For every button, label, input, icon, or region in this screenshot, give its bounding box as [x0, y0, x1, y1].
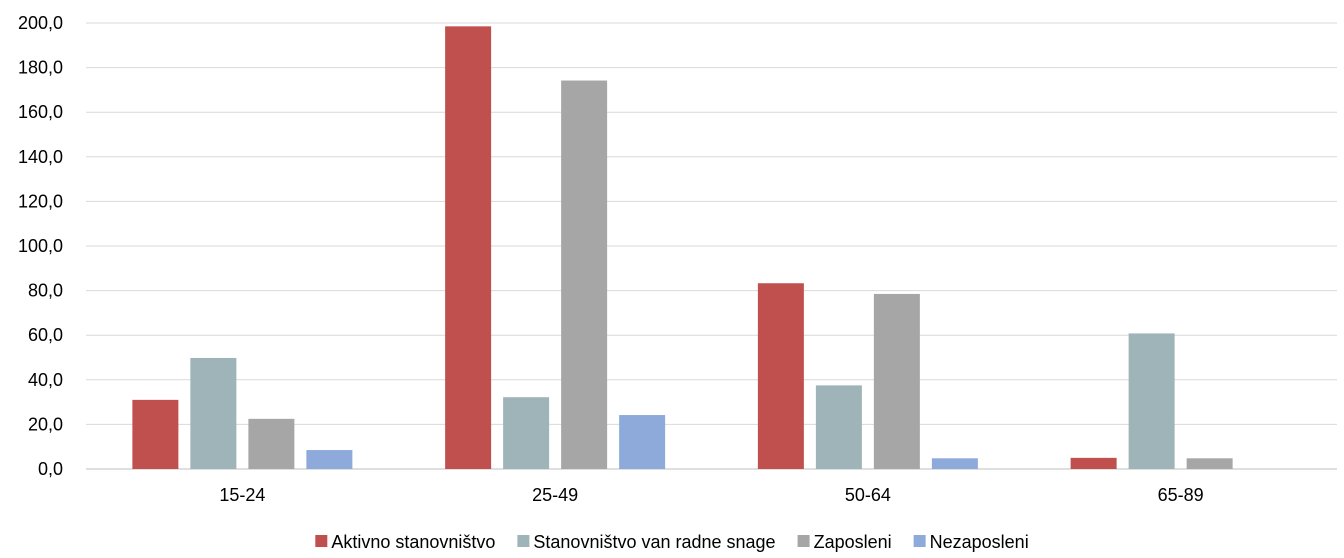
y-tick-label: 0,0: [38, 459, 63, 479]
bar-aktivno-stanovni-tvo-50-64: [757, 283, 804, 469]
legend-swatch: [797, 535, 810, 547]
bar-aktivno-stanovni-tvo-65-89: [1070, 457, 1117, 469]
bar-stanovni-tvo-van-radne-snage-15-24: [190, 357, 237, 469]
legend-swatch: [315, 535, 328, 547]
bar-stanovni-tvo-van-radne-snage-65-89: [1128, 333, 1175, 469]
x-tick-label: 25-49: [532, 485, 578, 505]
bar-stanovni-tvo-van-radne-snage-25-49: [503, 397, 550, 469]
bar-nezaposleni-15-24: [306, 450, 353, 469]
legend-label: Aktivno stanovništvo: [331, 532, 495, 552]
legend-swatch: [517, 535, 530, 547]
y-tick-label: 200,0: [18, 13, 63, 33]
legend-label: Nezaposleni: [930, 532, 1029, 552]
y-tick-label: 180,0: [18, 58, 63, 78]
y-tick-label: 140,0: [18, 147, 63, 167]
bar-zaposleni-50-64: [873, 293, 920, 469]
bar-zaposleni-25-49: [561, 80, 608, 469]
bar-aktivno-stanovni-tvo-15-24: [132, 399, 179, 469]
x-tick-label: 65-89: [1158, 485, 1204, 505]
bar-nezaposleni-25-49: [619, 415, 666, 469]
bar-zaposleni-65-89: [1186, 458, 1233, 469]
y-tick-label: 160,0: [18, 102, 63, 122]
bar-stanovni-tvo-van-radne-snage-50-64: [815, 385, 862, 469]
y-axis-tick-labels: 0,0 20,0 40,0 60,0 80,0 100,0 120,0 140,0 160,0 1…: [18, 13, 63, 479]
gridlines: [86, 22, 1337, 470]
y-tick-label: 80,0: [28, 281, 63, 301]
x-tick-label: 15-24: [219, 485, 265, 505]
bar-nezaposleni-50-64: [931, 458, 978, 469]
bar-zaposleni-15-24: [248, 418, 295, 469]
legend: Aktivno stanovništvo Stanovništvo van rad…: [315, 532, 1029, 552]
y-tick-label: 20,0: [28, 414, 63, 434]
y-tick-label: 60,0: [28, 325, 63, 345]
y-tick-label: 100,0: [18, 236, 63, 256]
legend-swatch: [913, 535, 926, 547]
x-tick-label: 50-64: [845, 485, 891, 505]
bars: [132, 26, 1233, 469]
y-tick-label: 40,0: [28, 370, 63, 390]
x-axis-tick-labels: 15-24 25-49 50-64 65-89: [219, 485, 1203, 505]
legend-label: Stanovništvo van radne snage: [533, 532, 775, 552]
legend-label: Zaposleni: [814, 532, 892, 552]
bar-aktivno-stanovni-tvo-25-49: [445, 26, 492, 469]
y-tick-label: 120,0: [18, 191, 63, 211]
